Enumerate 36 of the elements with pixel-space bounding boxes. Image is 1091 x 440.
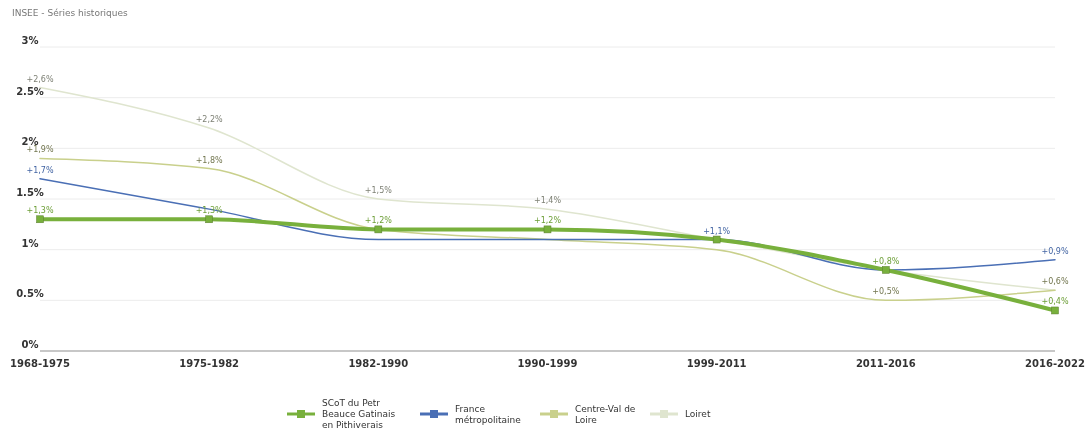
legend-label: Centre-Val de Loire (575, 403, 636, 425)
x-tick-label: 1968-1975 (10, 358, 70, 369)
y-tick-label: 1.5% (16, 187, 44, 198)
y-tick-label: 2% (21, 136, 39, 148)
y-tick-label: 0% (21, 339, 39, 350)
x-tick-label: 1975-1982 (179, 358, 240, 369)
x-tick-label: 1999-2011 (686, 358, 747, 369)
x-tick-label: 2016-2022 (1025, 358, 1085, 369)
data-label: +1,2% (533, 216, 562, 226)
legend-label: Loiret (685, 409, 711, 419)
y-tick-label: 1% (21, 237, 39, 249)
legend-label: SCoT du Petr Beauce Gatinais en Pithiverais (322, 398, 396, 430)
data-label: +1,7% (26, 165, 54, 175)
x-tick-label: 1990-1999 (517, 358, 578, 369)
y-tick-label: 3% (21, 35, 39, 46)
y-tick-label: 0.5% (16, 288, 44, 300)
y-tick-label: 2.5% (16, 85, 44, 97)
text: INSEE - Séries historiques (12, 8, 129, 18)
x-tick-label: 1982-1990 (348, 358, 409, 369)
data-label: +1,1% (703, 226, 731, 236)
data-label: +1,5% (364, 186, 393, 195)
data-label: +1,3% (26, 206, 54, 216)
data-label: +1,9% (26, 145, 54, 155)
data-label: +1,3% (195, 206, 224, 216)
data-label: +0,5% (872, 287, 900, 297)
data-label: +1,2% (364, 216, 393, 226)
x-tick-label: 2011-2016 (855, 358, 916, 369)
data-label: +2,6% (26, 74, 54, 84)
data-label: +0,9% (1041, 246, 1069, 256)
data-label: +2,2% (195, 115, 224, 125)
data-label: +1,8% (195, 155, 224, 165)
data-label: +0,6% (1041, 277, 1069, 287)
legend-label: France métropolitaine (455, 403, 522, 425)
data-label: +0,4% (1041, 297, 1069, 307)
data-label: +1,4% (533, 196, 562, 206)
data-label: +0,8% (872, 256, 900, 266)
